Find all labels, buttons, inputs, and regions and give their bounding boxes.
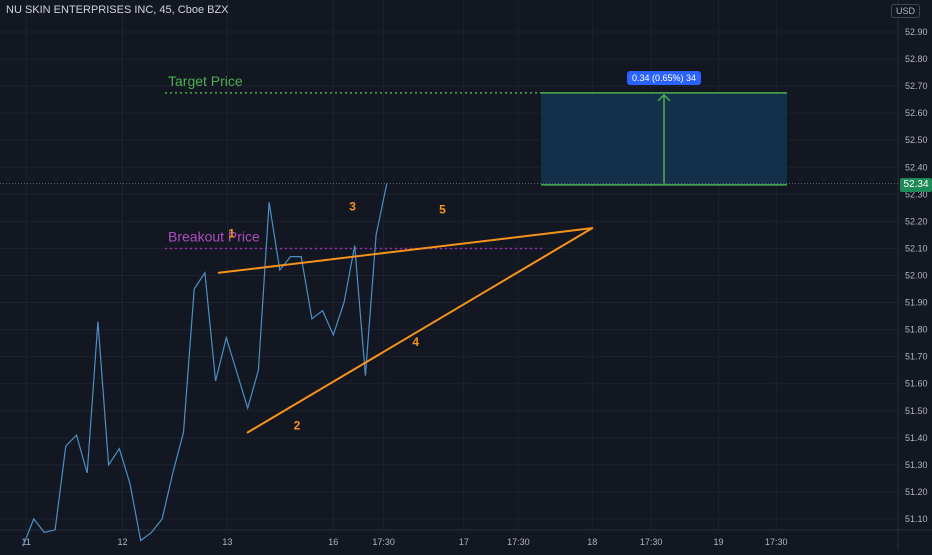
chart-header-title: NU SKIN ENTERPRISES INC, 45, Cboe BZX	[6, 4, 229, 16]
x-tick-label-9: 19	[713, 537, 723, 547]
x-tick-label-4: 17:30	[372, 537, 395, 547]
y-tick-label-15: 52.60	[905, 108, 928, 118]
x-tick-label-8: 17:30	[640, 537, 663, 547]
target-price-label: Target Price	[168, 73, 243, 89]
measure-tag: 0.34 (0.65%) 34	[627, 71, 701, 85]
y-tick-label-11: 52.20	[905, 216, 928, 226]
y-tick-label-9: 52.00	[905, 271, 928, 281]
pattern-point-label-5: 5	[439, 202, 446, 216]
y-tick-label-13: 52.40	[905, 162, 928, 172]
current-price-badge: 52.34	[900, 178, 932, 192]
x-tick-label-6: 17:30	[507, 537, 530, 547]
y-tick-label-6: 51.70	[905, 352, 928, 362]
pattern-point-label-3: 3	[349, 200, 356, 214]
y-tick-label-18: 52.90	[905, 27, 928, 37]
pattern-point-label-1: 1	[228, 227, 235, 241]
breakout-price-label: Breakout Price	[168, 228, 260, 244]
y-tick-label-3: 51.40	[905, 433, 928, 443]
pattern-point-label-4: 4	[412, 335, 419, 349]
y-tick-label-7: 51.80	[905, 325, 928, 335]
y-tick-label-1: 51.20	[905, 487, 928, 497]
y-tick-label-0: 51.10	[905, 514, 928, 524]
trendline-2	[248, 228, 593, 432]
x-tick-label-2: 13	[222, 537, 232, 547]
y-tick-label-8: 51.90	[905, 298, 928, 308]
currency-button[interactable]: USD	[891, 4, 920, 18]
pattern-point-label-2: 2	[294, 419, 301, 433]
y-tick-label-4: 51.50	[905, 406, 928, 416]
y-tick-label-2: 51.30	[905, 460, 928, 470]
y-tick-label-14: 52.50	[905, 135, 928, 145]
x-tick-label-7: 18	[587, 537, 597, 547]
y-tick-label-10: 52.10	[905, 243, 928, 253]
x-tick-label-1: 12	[118, 537, 128, 547]
x-tick-label-5: 17	[459, 537, 469, 547]
x-tick-label-3: 16	[328, 537, 338, 547]
y-tick-label-17: 52.80	[905, 54, 928, 64]
y-tick-label-16: 52.70	[905, 81, 928, 91]
y-tick-label-5: 51.60	[905, 379, 928, 389]
x-tick-label-10: 17:30	[765, 537, 788, 547]
